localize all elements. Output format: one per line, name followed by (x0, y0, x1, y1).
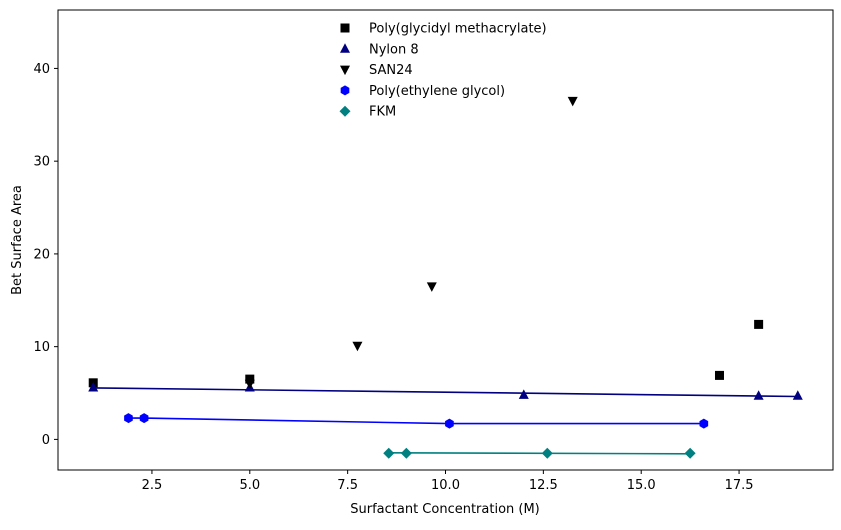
legend-label-series-3: Poly(ethylene glycol) (369, 84, 505, 99)
y-tick-label: 10 (33, 340, 50, 355)
x-tick-label: 12.5 (529, 478, 558, 493)
data-point-series-2 (426, 282, 437, 292)
x-axis-label: Surfactant Concentration (M) (350, 502, 540, 517)
data-point-series-1 (792, 390, 803, 400)
x-tick-label: 10.0 (431, 478, 460, 493)
x-tick-label: 7.5 (337, 478, 358, 493)
legend-label-series-2: SAN24 (369, 63, 413, 78)
fit-line-series-4 (388, 452, 691, 455)
y-tick-label: 0 (42, 433, 50, 448)
y-axis-label: Bet Surface Area (10, 185, 25, 295)
plot-area (57, 9, 834, 471)
data-point-series-4 (541, 447, 553, 459)
y-axis-ticks: 0 10 20 30 40 (33, 62, 58, 448)
y-tick-label: 20 (33, 247, 50, 262)
legend-marker-series-1 (340, 43, 350, 53)
data-point-series-4 (400, 447, 412, 459)
x-tick-label: 2.5 (142, 478, 163, 493)
data-point-series-3 (139, 413, 149, 424)
y-tick-label: 30 (33, 155, 50, 170)
fit-line-series-1 (93, 387, 798, 398)
legend-marker-series-0 (340, 23, 350, 33)
data-point-series-2 (244, 379, 255, 390)
data-point-series-2 (352, 341, 363, 352)
legend-marker-series-2 (340, 65, 350, 76)
data-point-series-1 (518, 389, 529, 399)
data-point-series-3 (124, 413, 133, 424)
legend-label-series-4: FKM (369, 105, 396, 120)
x-tick-label: 15.0 (627, 478, 656, 493)
legend-label-series-1: Nylon 8 (369, 42, 419, 57)
data-point-series-3 (445, 418, 454, 429)
x-tick-label: 17.5 (725, 478, 754, 493)
x-tick-label: 5.0 (239, 478, 260, 493)
legend-label-series-0: Poly(glycidyl methacrylate) (369, 22, 547, 37)
data-markers (88, 96, 803, 459)
data-point-series-0 (245, 374, 255, 384)
data-point-series-3 (699, 418, 709, 429)
data-point-series-0 (754, 319, 764, 329)
fit-lines (93, 387, 798, 455)
data-point-series-1 (753, 390, 764, 400)
fit-line-series-3 (128, 417, 704, 425)
y-tick-label: 40 (33, 62, 50, 77)
data-point-series-4 (383, 447, 395, 459)
legend: Poly(glycidyl methacrylate) Nylon 8 SAN24 P… (339, 22, 547, 120)
data-point-series-2 (567, 96, 578, 107)
data-point-series-1 (88, 381, 99, 392)
legend-marker-series-4 (339, 105, 351, 117)
data-point-series-4 (684, 447, 696, 459)
legend-marker-series-3 (340, 85, 350, 96)
x-axis-ticks: 2.5 5.0 7.5 10.0 12.5 15.0 17.5 (142, 470, 754, 493)
data-point-series-0 (714, 370, 724, 380)
